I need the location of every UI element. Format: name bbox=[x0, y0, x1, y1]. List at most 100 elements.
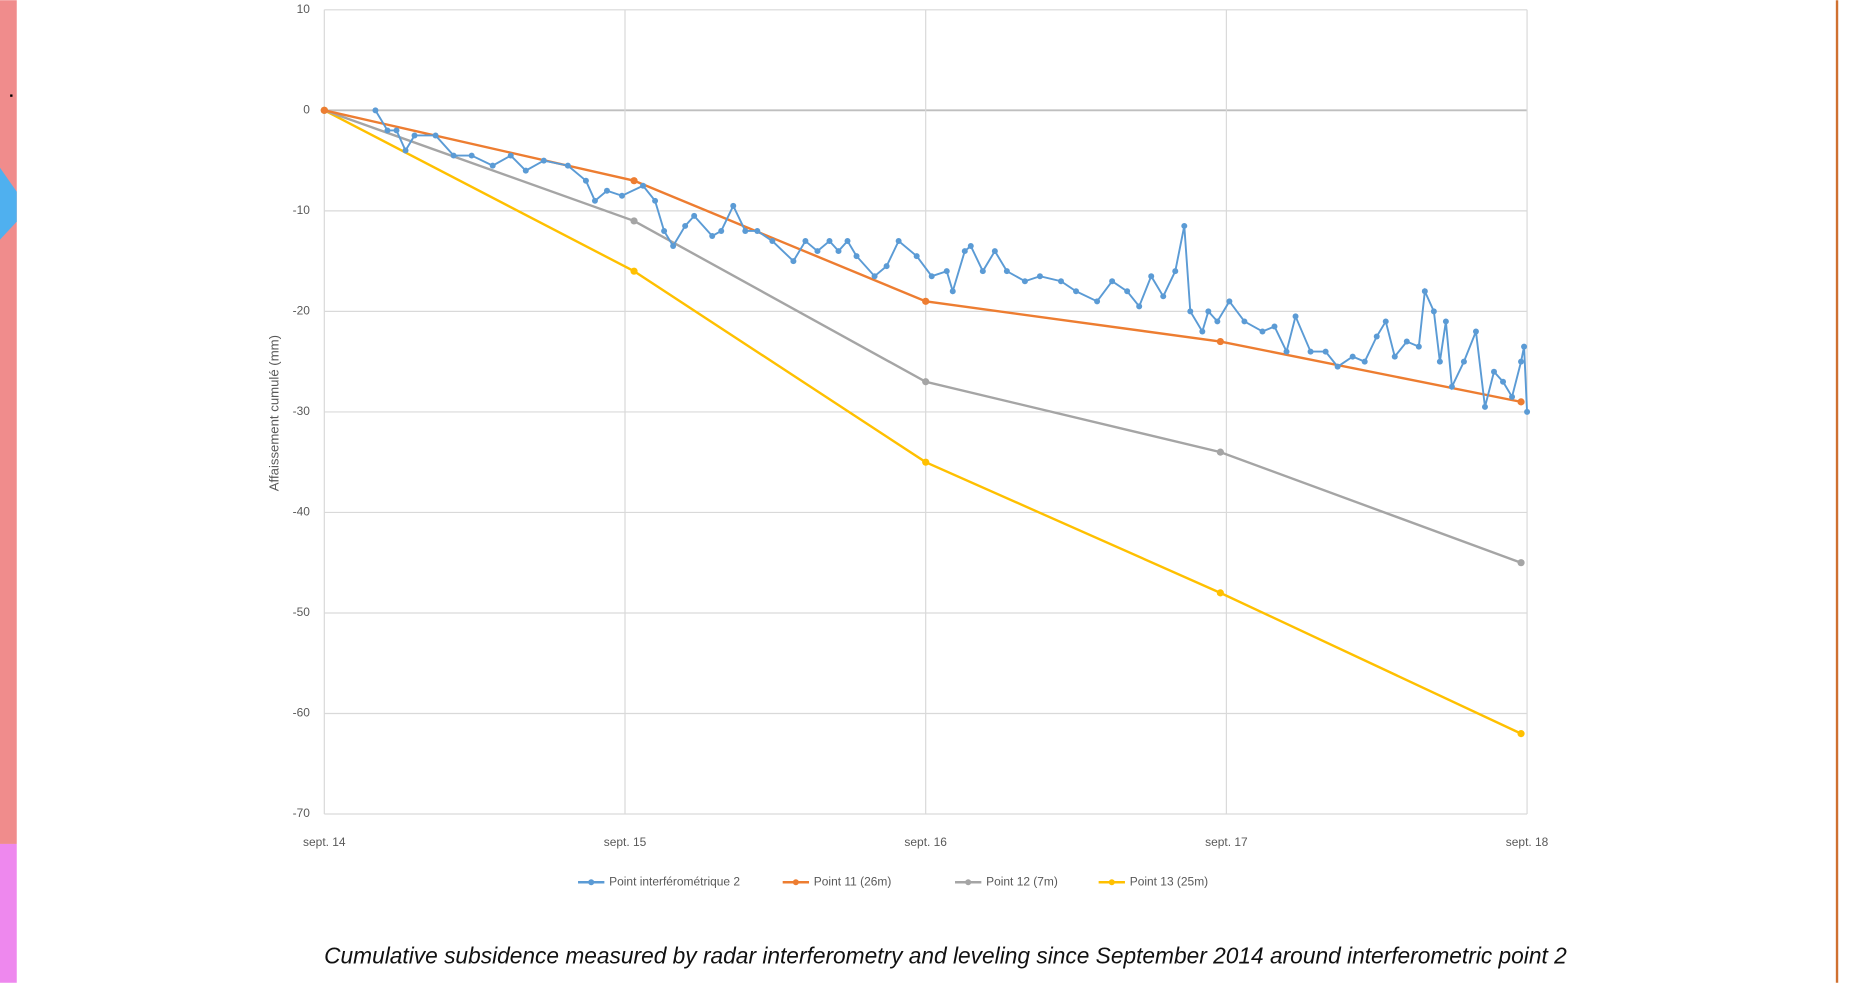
map-strip-legend bbox=[0, 844, 17, 983]
data-point bbox=[1422, 288, 1428, 294]
data-point bbox=[1437, 359, 1443, 365]
data-point bbox=[836, 248, 842, 254]
data-point bbox=[769, 238, 775, 244]
data-point bbox=[652, 198, 658, 204]
data-point bbox=[1037, 273, 1043, 279]
data-point bbox=[1431, 308, 1437, 314]
data-point bbox=[630, 177, 637, 184]
data-point bbox=[1094, 298, 1100, 304]
y-tick-label: 0 bbox=[303, 102, 310, 116]
data-point bbox=[814, 248, 820, 254]
legend-swatch-marker bbox=[588, 879, 594, 885]
y-tick-label: 10 bbox=[297, 2, 311, 16]
data-point bbox=[854, 253, 860, 259]
data-point bbox=[1214, 318, 1220, 324]
data-point bbox=[469, 153, 475, 159]
data-point bbox=[604, 188, 610, 194]
y-tick-label: -40 bbox=[293, 505, 311, 519]
data-point bbox=[1350, 354, 1356, 360]
data-point bbox=[1217, 449, 1224, 456]
data-point bbox=[884, 263, 890, 269]
data-point bbox=[1392, 354, 1398, 360]
data-point bbox=[1004, 268, 1010, 274]
data-point bbox=[922, 378, 929, 385]
data-point bbox=[1217, 589, 1224, 596]
data-point bbox=[950, 288, 956, 294]
data-point bbox=[754, 228, 760, 234]
data-point bbox=[1226, 298, 1232, 304]
data-point bbox=[1517, 559, 1524, 566]
data-point bbox=[630, 268, 637, 275]
data-point bbox=[1058, 278, 1064, 284]
y-tick-label: -20 bbox=[293, 304, 311, 318]
data-point bbox=[372, 107, 378, 113]
data-point bbox=[1509, 394, 1515, 400]
x-tick-label: sept. 14 bbox=[303, 835, 346, 849]
data-point bbox=[896, 238, 902, 244]
legend-label: Point interférométrique 2 bbox=[609, 874, 740, 888]
data-point bbox=[541, 158, 547, 164]
caption: Cumulative subsidence measured by radar … bbox=[324, 943, 1567, 969]
data-point bbox=[968, 243, 974, 249]
data-point bbox=[1241, 318, 1247, 324]
data-point bbox=[412, 132, 418, 138]
data-point bbox=[1187, 308, 1193, 314]
data-point bbox=[1449, 384, 1455, 390]
data-point bbox=[508, 153, 514, 159]
data-point bbox=[1374, 334, 1380, 340]
page: ▪ Affaissement cumulé (mm) Cumulative su… bbox=[0, 0, 1849, 983]
data-point bbox=[451, 153, 457, 159]
data-point bbox=[872, 273, 878, 279]
data-point bbox=[1473, 329, 1479, 335]
data-point bbox=[1136, 303, 1142, 309]
data-point bbox=[1517, 730, 1524, 737]
data-point bbox=[433, 132, 439, 138]
data-point bbox=[1517, 398, 1524, 405]
y-axis-title: Affaissement cumulé (mm) bbox=[267, 335, 282, 491]
data-point bbox=[1518, 359, 1524, 365]
data-point bbox=[640, 183, 646, 189]
data-point bbox=[1073, 288, 1079, 294]
data-point bbox=[1383, 318, 1389, 324]
data-point bbox=[790, 258, 796, 264]
data-point bbox=[1521, 344, 1527, 350]
data-point bbox=[1482, 404, 1488, 410]
x-tick-label: sept. 16 bbox=[904, 835, 947, 849]
data-point bbox=[1443, 318, 1449, 324]
data-point bbox=[1404, 339, 1410, 345]
data-point bbox=[630, 217, 637, 224]
data-point bbox=[1205, 308, 1211, 314]
data-point bbox=[1272, 323, 1278, 329]
data-point bbox=[490, 163, 496, 169]
data-point bbox=[1148, 273, 1154, 279]
y-tick-label: -70 bbox=[293, 806, 311, 820]
data-point bbox=[682, 223, 688, 229]
y-tick-label: -60 bbox=[293, 706, 311, 720]
x-tick-label: sept. 17 bbox=[1205, 835, 1248, 849]
data-point bbox=[992, 248, 998, 254]
data-point bbox=[730, 203, 736, 209]
data-point bbox=[691, 213, 697, 219]
data-point bbox=[1259, 329, 1265, 335]
data-point bbox=[1500, 379, 1506, 385]
data-point bbox=[1293, 313, 1299, 319]
x-tick-label: sept. 18 bbox=[1506, 835, 1549, 849]
data-point bbox=[1491, 369, 1497, 375]
data-point bbox=[1335, 364, 1341, 370]
y-tick-label: -30 bbox=[293, 404, 311, 418]
map-mark: ▪ bbox=[10, 91, 13, 102]
data-point bbox=[980, 268, 986, 274]
legend-label: Point 12 (7m) bbox=[986, 874, 1058, 888]
data-point bbox=[321, 107, 328, 114]
y-tick-label: -50 bbox=[293, 605, 311, 619]
data-point bbox=[1323, 349, 1329, 355]
data-point bbox=[962, 248, 968, 254]
data-point bbox=[802, 238, 808, 244]
data-point bbox=[393, 127, 399, 133]
data-point bbox=[384, 127, 390, 133]
data-point bbox=[565, 163, 571, 169]
legend-swatch-marker bbox=[965, 879, 971, 885]
x-tick-label: sept. 15 bbox=[604, 835, 647, 849]
data-point bbox=[1172, 268, 1178, 274]
data-point bbox=[914, 253, 920, 259]
